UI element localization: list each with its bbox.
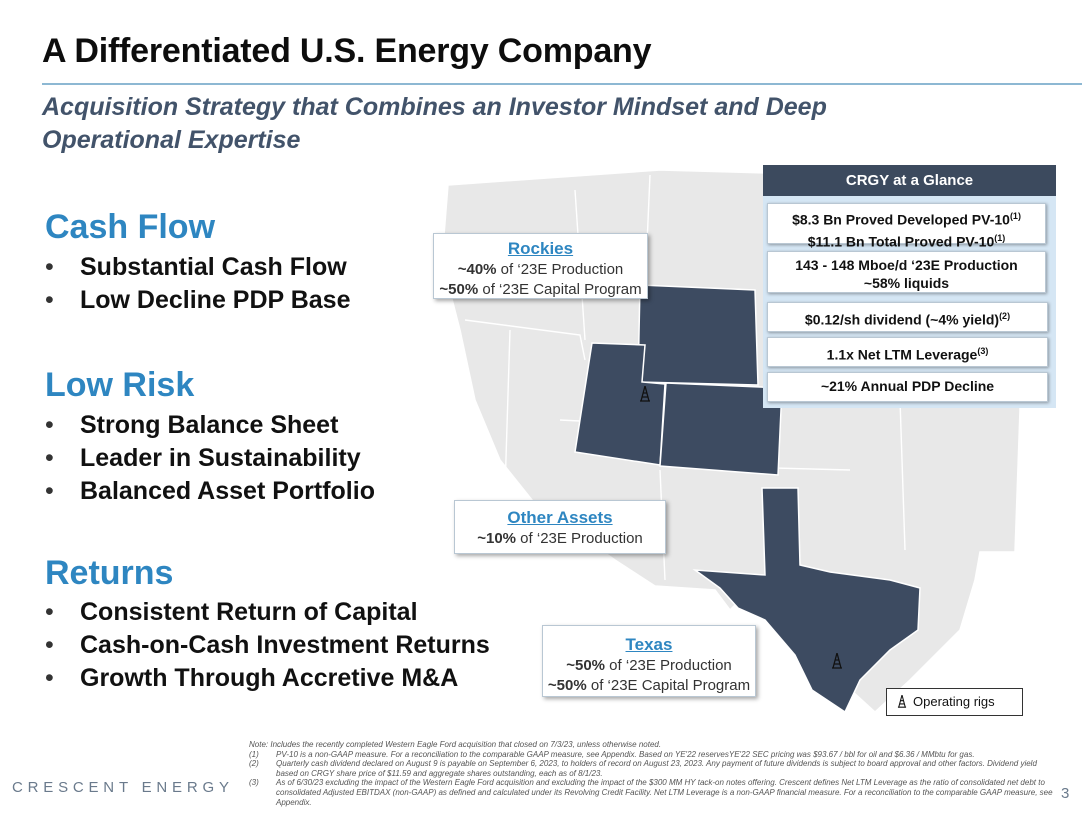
- glance-panel: CRGY at a Glance $8.3 Bn Proved Develope…: [763, 165, 1056, 408]
- footnote-2: (2) Quarterly cash dividend declared on A…: [249, 759, 1037, 778]
- state-wyoming: [637, 284, 759, 386]
- glance-decline-box: ~21% Annual PDP Decline: [767, 372, 1048, 402]
- state-texas: [692, 487, 921, 714]
- other-assets-title: Other Assets: [507, 508, 613, 527]
- state-colorado: [659, 382, 783, 476]
- list-item: • Low Decline PDP Base: [45, 284, 350, 317]
- low-risk-list: • Strong Balance Sheet • Leader in Sustain…: [45, 409, 375, 508]
- list-item: • Substantial Cash Flow: [45, 251, 350, 284]
- page-subtitle: Acquisition Strategy that Combines an In…: [42, 93, 827, 154]
- footnote-intro: Note: Includes the recently completed We…: [249, 740, 662, 749]
- glance-leverage-box: 1.1x Net LTM Leverage(3): [767, 337, 1048, 367]
- list-item: • Strong Balance Sheet: [45, 409, 375, 442]
- footnotes: Note: Includes the recently completed We…: [249, 740, 1055, 807]
- map-legend: Operating rigs: [886, 688, 1023, 716]
- bullet-icon: •: [45, 286, 54, 314]
- bullet-icon: •: [45, 444, 54, 472]
- list-item: • Consistent Return of Capital: [45, 596, 490, 629]
- page-number: 3: [1061, 785, 1070, 802]
- list-item: • Growth Through Accretive M&A: [45, 662, 490, 695]
- bullet-icon: •: [45, 664, 54, 692]
- list-item: • Leader in Sustainability: [45, 442, 375, 475]
- bullet-icon: •: [45, 411, 54, 439]
- footnote-3: (3) As of 6/30/23 excluding the impact of…: [249, 778, 1053, 807]
- glance-title: CRGY at a Glance: [763, 165, 1056, 196]
- title-divider: [42, 83, 1082, 85]
- glance-production-box: 143 - 148 Mboe/d ‘23E Production ~58% li…: [767, 251, 1046, 293]
- texas-title: Texas: [625, 635, 673, 654]
- page-title: A Differentiated U.S. Energy Company: [42, 32, 652, 70]
- bullet-icon: •: [45, 598, 54, 626]
- glance-pv10-box: $8.3 Bn Proved Developed PV-10(1) $11.1 …: [767, 203, 1046, 249]
- cash-flow-list: • Substantial Cash Flow • Low Decline PDP …: [45, 251, 350, 317]
- section-heading-low-risk: Low Risk: [45, 366, 195, 404]
- state-utah: [574, 342, 666, 466]
- brand-wordmark: CRESCENT ENERGY: [12, 779, 234, 796]
- list-item: • Cash-on-Cash Investment Returns: [45, 629, 490, 662]
- other-assets-callout: Other Assets ~10% of ‘23E Production: [454, 500, 666, 554]
- rockies-title: Rockies: [507, 239, 574, 258]
- glance-dividend-box: $0.12/sh dividend (~4% yield)(2): [767, 302, 1048, 332]
- bullet-icon: •: [45, 631, 54, 659]
- returns-list: • Consistent Return of Capital • Cash-on-C…: [45, 596, 490, 695]
- rockies-callout: Rockies ~40% of ‘23E Production ~50% of …: [433, 233, 648, 299]
- footnote-1: (1) PV-10 is a non-GAAP measure. For a re…: [249, 749, 975, 759]
- section-heading-cash-flow: Cash Flow: [45, 208, 216, 246]
- legend-label: Operating rigs: [913, 694, 995, 709]
- section-heading-returns: Returns: [45, 554, 174, 592]
- texas-callout: Texas ~50% of ‘23E Production ~50% of ‘2…: [542, 625, 756, 697]
- bullet-icon: •: [45, 477, 54, 505]
- oil-rig-icon: [897, 694, 907, 708]
- list-item: • Balanced Asset Portfolio: [45, 475, 375, 508]
- bullet-icon: •: [45, 253, 54, 281]
